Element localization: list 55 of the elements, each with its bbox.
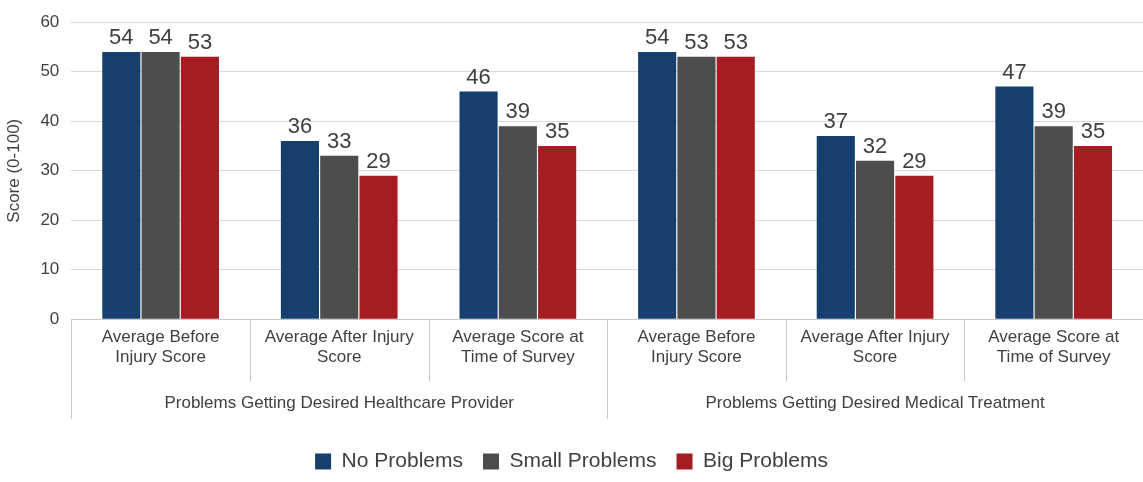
data-label: 53 (187, 28, 213, 54)
data-label: 32 (862, 132, 888, 158)
data-label: 46 (466, 63, 491, 89)
y-tick-label: 20 (40, 209, 60, 229)
data-label: 36 (287, 113, 313, 139)
data-label: 54 (109, 23, 134, 49)
y-axis-title: Score (0-100) (3, 118, 23, 223)
data-label: 54 (644, 23, 670, 49)
data-label: 29 (366, 147, 391, 173)
bar (280, 141, 319, 319)
legend-label: No Problems (341, 448, 463, 472)
data-label: 33 (326, 127, 352, 153)
x-tick-label: Average Score at Time of Survey (988, 327, 1120, 367)
legend-label: Big Problems (703, 448, 828, 472)
text: Problems Getting Desired Medical Treatment (705, 392, 1045, 412)
y-tick-label: 50 (40, 61, 60, 81)
bar (180, 56, 219, 319)
bar (141, 51, 180, 319)
x-tick-label: Average Before Injury Score (637, 327, 756, 367)
bar (1073, 145, 1113, 319)
bar (498, 126, 537, 319)
text: Problems Getting Desired Healthcare Provider (164, 392, 515, 412)
data-label: 53 (723, 28, 748, 54)
data-label: 35 (544, 118, 570, 144)
bar (320, 155, 359, 319)
data-label: 29 (902, 147, 927, 173)
bar (538, 145, 577, 319)
bar (677, 56, 716, 319)
bar (1034, 126, 1073, 319)
x-tick-label: Average Before Injury Score (101, 327, 220, 367)
bar (716, 56, 755, 319)
data-label: 54 (148, 23, 173, 49)
bar (359, 175, 398, 319)
bar (638, 51, 677, 319)
data-label: 53 (684, 28, 709, 54)
x-tick-label: Average Score at Time of Survey (452, 327, 584, 367)
data-label: 39 (1041, 98, 1066, 124)
x-tick-label: Average After Injury Score (800, 327, 951, 367)
y-tick-label: 10 (40, 259, 60, 279)
bar (995, 86, 1034, 319)
legend-label: Small Problems (509, 448, 657, 472)
bar (459, 91, 498, 319)
y-tick-label: 30 (40, 160, 60, 180)
bar (856, 160, 895, 319)
y-tick-label: 60 (40, 11, 60, 31)
data-label: 35 (1080, 118, 1106, 144)
y-tick-label: 40 (40, 110, 60, 130)
data-label: 47 (1002, 58, 1027, 84)
data-label: 37 (823, 108, 849, 134)
y-tick-label: 0 (49, 308, 60, 328)
x-tick-label: Average After Injury Score (264, 327, 415, 367)
bar (102, 51, 141, 319)
bar (895, 175, 934, 319)
bar (816, 136, 855, 319)
data-label: 39 (505, 98, 531, 124)
